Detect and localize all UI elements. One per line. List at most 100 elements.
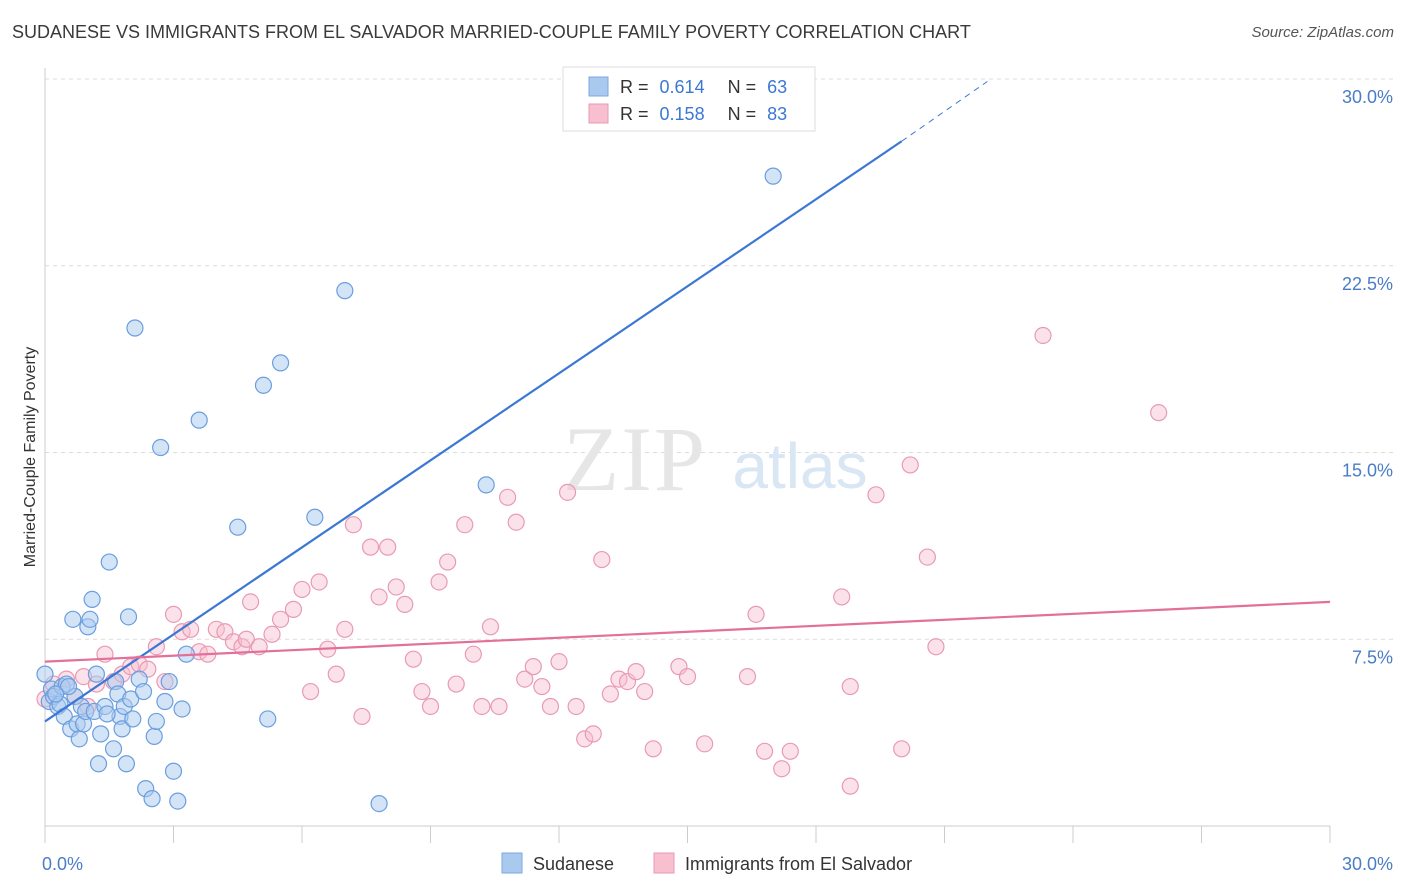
salvador-point-81	[841, 677, 859, 696]
salvador-point-56	[516, 670, 534, 688]
salvador-point-25	[242, 593, 260, 611]
legend-bottom-swatch-salvador	[653, 852, 675, 874]
legend-label-salvador: Immigrants from El Salvador	[685, 854, 912, 874]
sudanese-point-22	[89, 755, 108, 773]
salvador-point-24	[237, 630, 255, 648]
salvador-point-73	[678, 667, 697, 686]
stat-n-2: 83	[767, 104, 787, 124]
salvador-point-37	[353, 707, 371, 726]
svg-text:R = 0.158 N =: R = 0.158 N = 83	[620, 104, 787, 124]
series-sudanese-points	[36, 167, 782, 813]
sudanese-point-59	[764, 167, 782, 185]
sudanese-point-42	[147, 712, 165, 731]
salvador-point-27	[263, 625, 281, 643]
legend-bottom-swatch-sudanese	[501, 852, 523, 874]
salvador-point-22	[224, 633, 243, 651]
y-tick-label-0: 7.5%	[1352, 647, 1393, 667]
source-credit: Source: ZipAtlas.com	[1251, 24, 1394, 41]
salvador-point-49	[456, 516, 474, 534]
salvador-point-50	[464, 645, 482, 663]
sudanese-point-40	[143, 790, 161, 808]
chart-title: SUDANESE VS IMMIGRANTS FROM EL SALVADOR …	[12, 22, 971, 42]
salvador-point-51	[473, 697, 491, 716]
salvador-point-38	[361, 538, 380, 556]
sudanese-point-55	[306, 508, 324, 526]
sudanese-point-35	[124, 710, 142, 728]
y-tick-label-1: 15.0%	[1342, 461, 1393, 481]
sudanese-point-60	[59, 677, 78, 696]
stat-r-1: 0.614	[660, 77, 705, 97]
salvador-point-76	[747, 605, 765, 623]
stat-r-label-1: R =	[620, 77, 649, 97]
salvador-point-69	[627, 663, 645, 681]
salvador-point-88	[1034, 326, 1052, 345]
y-tick-label-2: 22.5%	[1342, 274, 1393, 294]
stat-n-1: 63	[767, 77, 787, 97]
watermark: ZIP atlas	[563, 408, 868, 510]
sudanese-point-18	[81, 610, 99, 628]
salvador-point-63	[576, 730, 594, 748]
watermark-zip: ZIP	[563, 408, 707, 510]
salvador-point-43	[404, 650, 422, 668]
salvador-point-52	[481, 618, 500, 636]
stat-r-label-2: R =	[620, 104, 649, 124]
salvador-point-48	[447, 675, 465, 693]
salvador-point-85	[901, 456, 919, 474]
sudanese-point-26	[104, 740, 123, 758]
sudanese-point-30	[113, 720, 131, 738]
x-tick-labels: 0.0% 30.0%	[42, 854, 1393, 874]
stats-legend: R = 0.614 N = 63 R = 0.158 N = 83	[562, 66, 816, 132]
salvador-point-32	[310, 573, 328, 591]
salvador-point-54	[499, 488, 517, 506]
salvador-point-46	[430, 573, 448, 591]
grid-lines	[45, 78, 1395, 640]
stat-r-2: 0.158	[660, 104, 705, 124]
salvador-point-77	[755, 742, 774, 760]
trend-line-sudanese	[44, 140, 903, 723]
salvador-point-59	[541, 697, 560, 716]
salvador-point-75	[738, 667, 757, 686]
trend-line-sudanese-extension	[901, 81, 988, 142]
sudanese-point-57	[370, 794, 388, 813]
trend-line-salvador	[44, 600, 1331, 663]
salvador-point-65	[593, 550, 611, 569]
sudanese-point-13	[70, 730, 88, 748]
salvador-point-35	[336, 620, 354, 638]
sudanese-point-46	[164, 762, 183, 780]
sudanese-point-54	[271, 354, 290, 372]
salvador-point-78	[773, 760, 791, 778]
x-tick-label-min: 0.0%	[42, 854, 83, 874]
sudanese-point-38	[134, 682, 153, 701]
salvador-point-34	[327, 665, 345, 683]
salvador-point-28	[271, 610, 290, 628]
legend-swatch-salvador	[588, 103, 609, 124]
y-axis-label: Married-Couple Family Poverty	[22, 347, 39, 568]
sudanese-point-33	[119, 608, 138, 626]
salvador-point-44	[413, 682, 431, 701]
salvador-point-80	[833, 588, 851, 606]
sudanese-point-56	[336, 282, 354, 300]
y-tick-labels: 7.5% 15.0% 22.5% 30.0%	[1342, 87, 1393, 667]
salvador-point-64	[584, 725, 602, 743]
salvador-point-87	[927, 638, 945, 656]
sudanese-point-32	[117, 755, 135, 773]
salvador-point-66	[601, 685, 620, 703]
sudanese-point-48	[173, 700, 191, 718]
sudanese-point-51	[229, 518, 247, 536]
salvador-point-41	[387, 578, 405, 596]
salvador-point-57	[524, 658, 542, 676]
sudanese-point-45	[160, 672, 178, 691]
salvador-point-82	[841, 777, 859, 795]
salvador-point-60	[550, 653, 568, 671]
salvador-point-40	[379, 538, 397, 556]
salvador-point-42	[396, 595, 414, 613]
sudanese-point-61	[98, 705, 116, 723]
legend-swatch-sudanese	[588, 76, 609, 97]
salvador-point-89	[1150, 404, 1168, 422]
sudanese-point-58	[477, 476, 495, 494]
salvador-point-55	[507, 513, 525, 531]
sudanese-point-34	[122, 690, 140, 708]
salvador-point-30	[293, 580, 311, 599]
sudanese-point-0	[36, 665, 54, 683]
sudanese-point-62	[47, 685, 65, 703]
